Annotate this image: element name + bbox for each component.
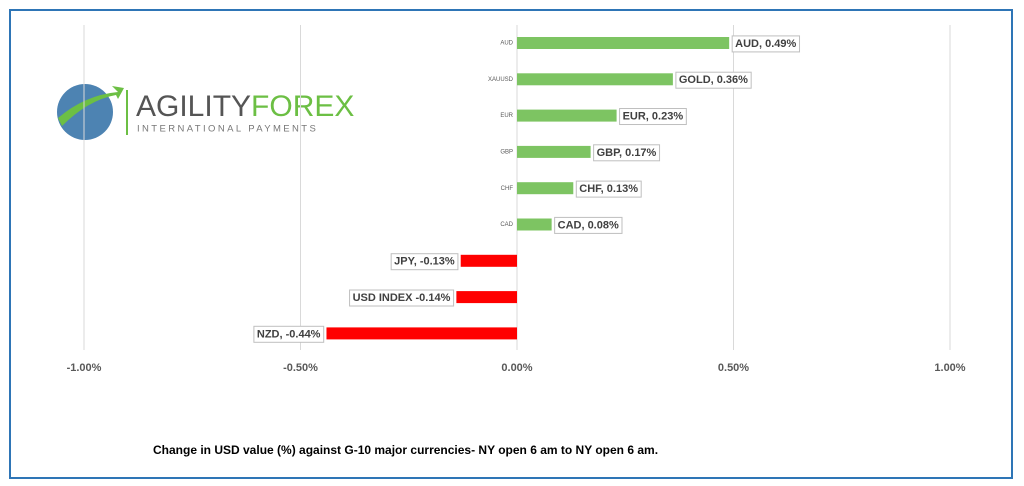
bar: [517, 109, 617, 122]
data-label-text: CHF, 0.13%: [579, 183, 638, 195]
x-tick-label: -1.00%: [67, 362, 102, 374]
data-label-text: AUD, 0.49%: [735, 38, 796, 50]
data-label-box: [731, 35, 801, 53]
data-label-text: JPY, -0.13%: [394, 256, 455, 268]
data-label-text: USD INDEX -0.14%: [353, 292, 451, 304]
data-label-text: NZD, -0.44%: [257, 328, 321, 340]
x-tick-label: 0.00%: [501, 362, 532, 374]
y-tick-label: XAUUSD: [488, 77, 514, 83]
bar: [326, 327, 517, 340]
data-label: EUR, 0.23%: [619, 108, 687, 126]
data-label-text: EUR, 0.23%: [623, 111, 684, 123]
data-label-text: CAD, 0.08%: [558, 219, 619, 231]
data-label-box: [554, 216, 623, 234]
data-label-box: [619, 108, 687, 126]
data-label-text: GBP, 0.17%: [597, 147, 657, 159]
data-label: NZD, -0.44%: [253, 325, 325, 343]
data-label-text: GOLD, 0.36%: [679, 74, 748, 86]
logo-globe: [57, 84, 113, 140]
bar: [456, 291, 517, 304]
caption: Change in USD value (%) against G-10 maj…: [153, 443, 658, 457]
data-label: USD INDEX -0.14%: [349, 289, 455, 307]
x-tick-label: 1.00%: [934, 362, 965, 374]
y-tick-label: CAD: [500, 222, 513, 228]
y-tick-label: AUD: [500, 41, 513, 47]
data-label-box: [349, 289, 455, 307]
logo-tagline: INTERNATIONAL PAYMENTS: [137, 124, 318, 135]
frame: [9, 9, 1013, 479]
data-label: JPY, -0.13%: [390, 253, 459, 271]
data-label: AUD, 0.49%: [731, 35, 801, 53]
data-label: CAD, 0.08%: [554, 216, 623, 234]
bar: [517, 37, 730, 49]
y-tick-label: CHF: [501, 186, 514, 192]
x-tick-label: -0.50%: [283, 362, 318, 374]
bar: [517, 182, 574, 195]
bar: [517, 218, 552, 231]
logo-arrow: [58, 86, 124, 126]
data-label-box: [593, 144, 661, 162]
data-label: GOLD, 0.36%: [675, 71, 752, 89]
data-label: GBP, 0.17%: [593, 144, 661, 162]
data-label-box: [253, 325, 325, 343]
logo-brand: AGILITYFOREX: [136, 90, 354, 123]
bar: [517, 145, 591, 158]
y-tick-label: GBP: [500, 149, 513, 155]
bar: [460, 254, 517, 267]
y-tick-label: EUR: [500, 113, 513, 119]
data-label: CHF, 0.13%: [575, 180, 642, 198]
data-label-box: [575, 180, 642, 198]
bar: [517, 73, 673, 86]
data-label-box: [390, 253, 459, 271]
logo: AGILITYFOREX INTERNATIONAL PAYMENTS: [57, 84, 354, 140]
x-tick-label: 0.50%: [718, 362, 749, 374]
data-label-box: [675, 71, 752, 89]
